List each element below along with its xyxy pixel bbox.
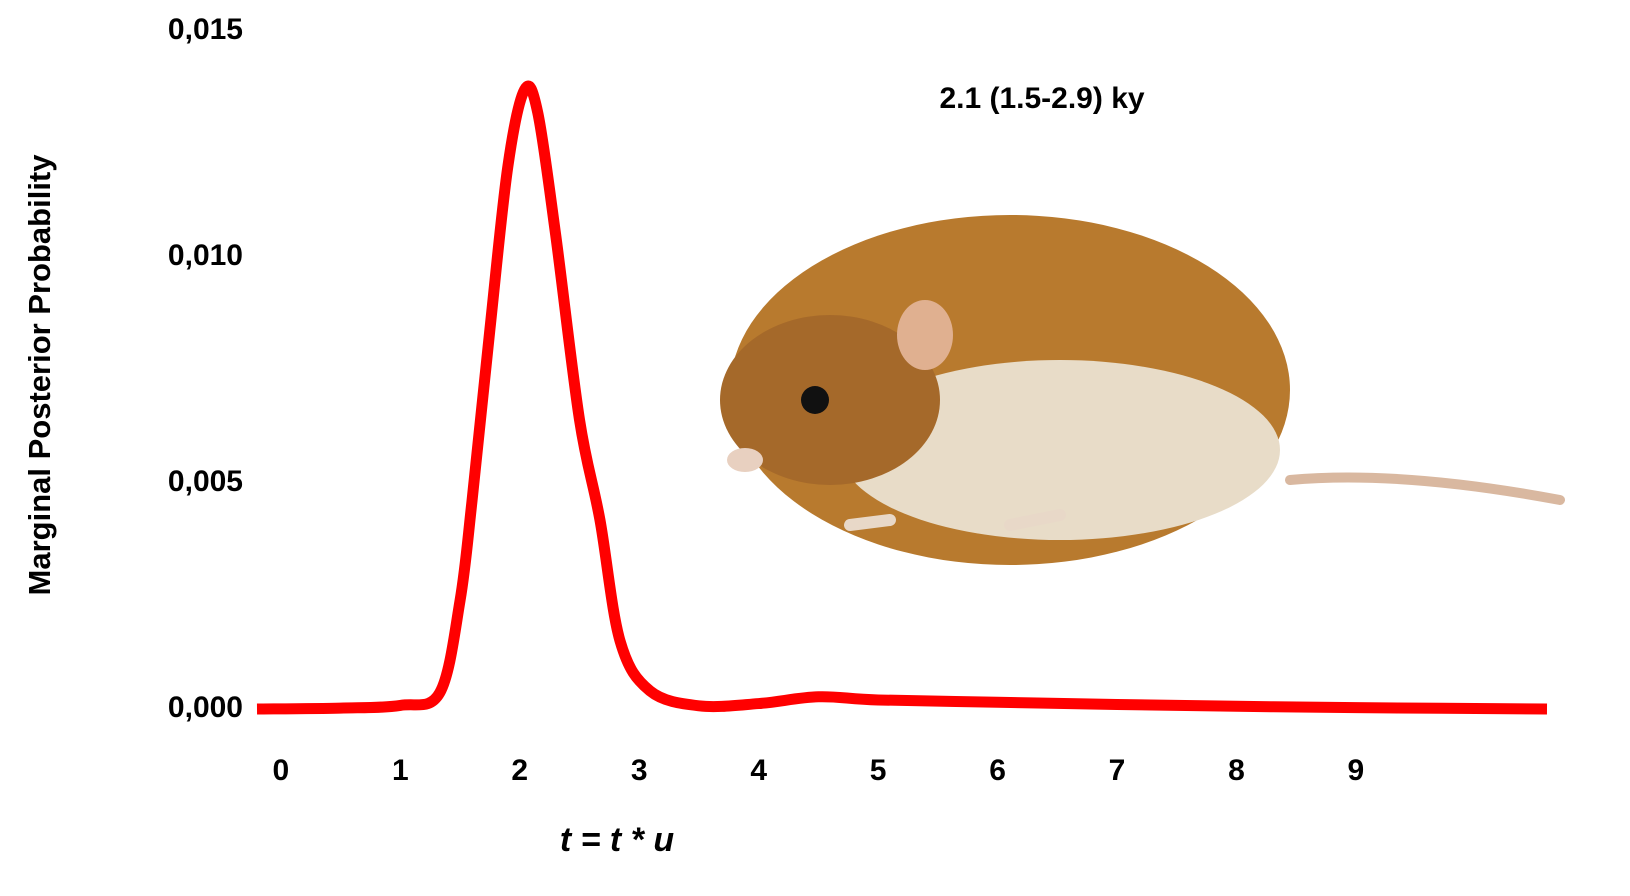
- y-tick-label: 0,000: [168, 691, 243, 724]
- x-tick-label: 7: [1109, 754, 1126, 787]
- y-tick-label: 0,015: [168, 13, 243, 46]
- x-tick-label: 6: [989, 754, 1006, 787]
- x-tick-label: 9: [1348, 754, 1365, 787]
- x-tick-label: 4: [750, 754, 767, 787]
- y-tick-label: 0,005: [168, 465, 243, 498]
- x-tick-label: 3: [631, 754, 648, 787]
- x-axis-label: t = t * u: [560, 821, 675, 859]
- x-tick-label: 2: [511, 754, 528, 787]
- vole-illustration: [720, 215, 1560, 565]
- x-tick-label: 0: [273, 754, 290, 787]
- x-tick-label: 1: [392, 754, 409, 787]
- x-tick-label: 5: [870, 754, 887, 787]
- y-axis-label: Marginal Posterior Probability: [22, 154, 57, 596]
- annotation: 2.1 (1.5-2.9) ky: [939, 82, 1144, 115]
- x-tick-label: 8: [1228, 754, 1245, 787]
- y-tick-label: 0,010: [168, 239, 243, 272]
- chart: Marginal Posterior Probability t = t * u…: [0, 0, 1630, 896]
